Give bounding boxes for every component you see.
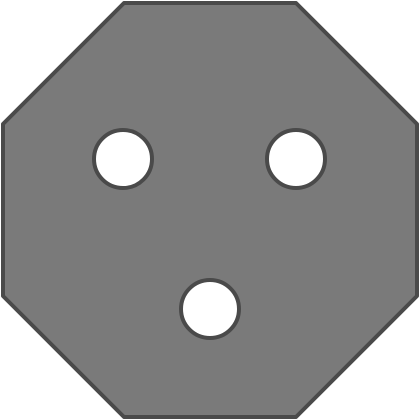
top-left-hole: [92, 128, 154, 190]
bottom-center-hole: [179, 278, 241, 340]
top-right-hole: [265, 128, 327, 190]
